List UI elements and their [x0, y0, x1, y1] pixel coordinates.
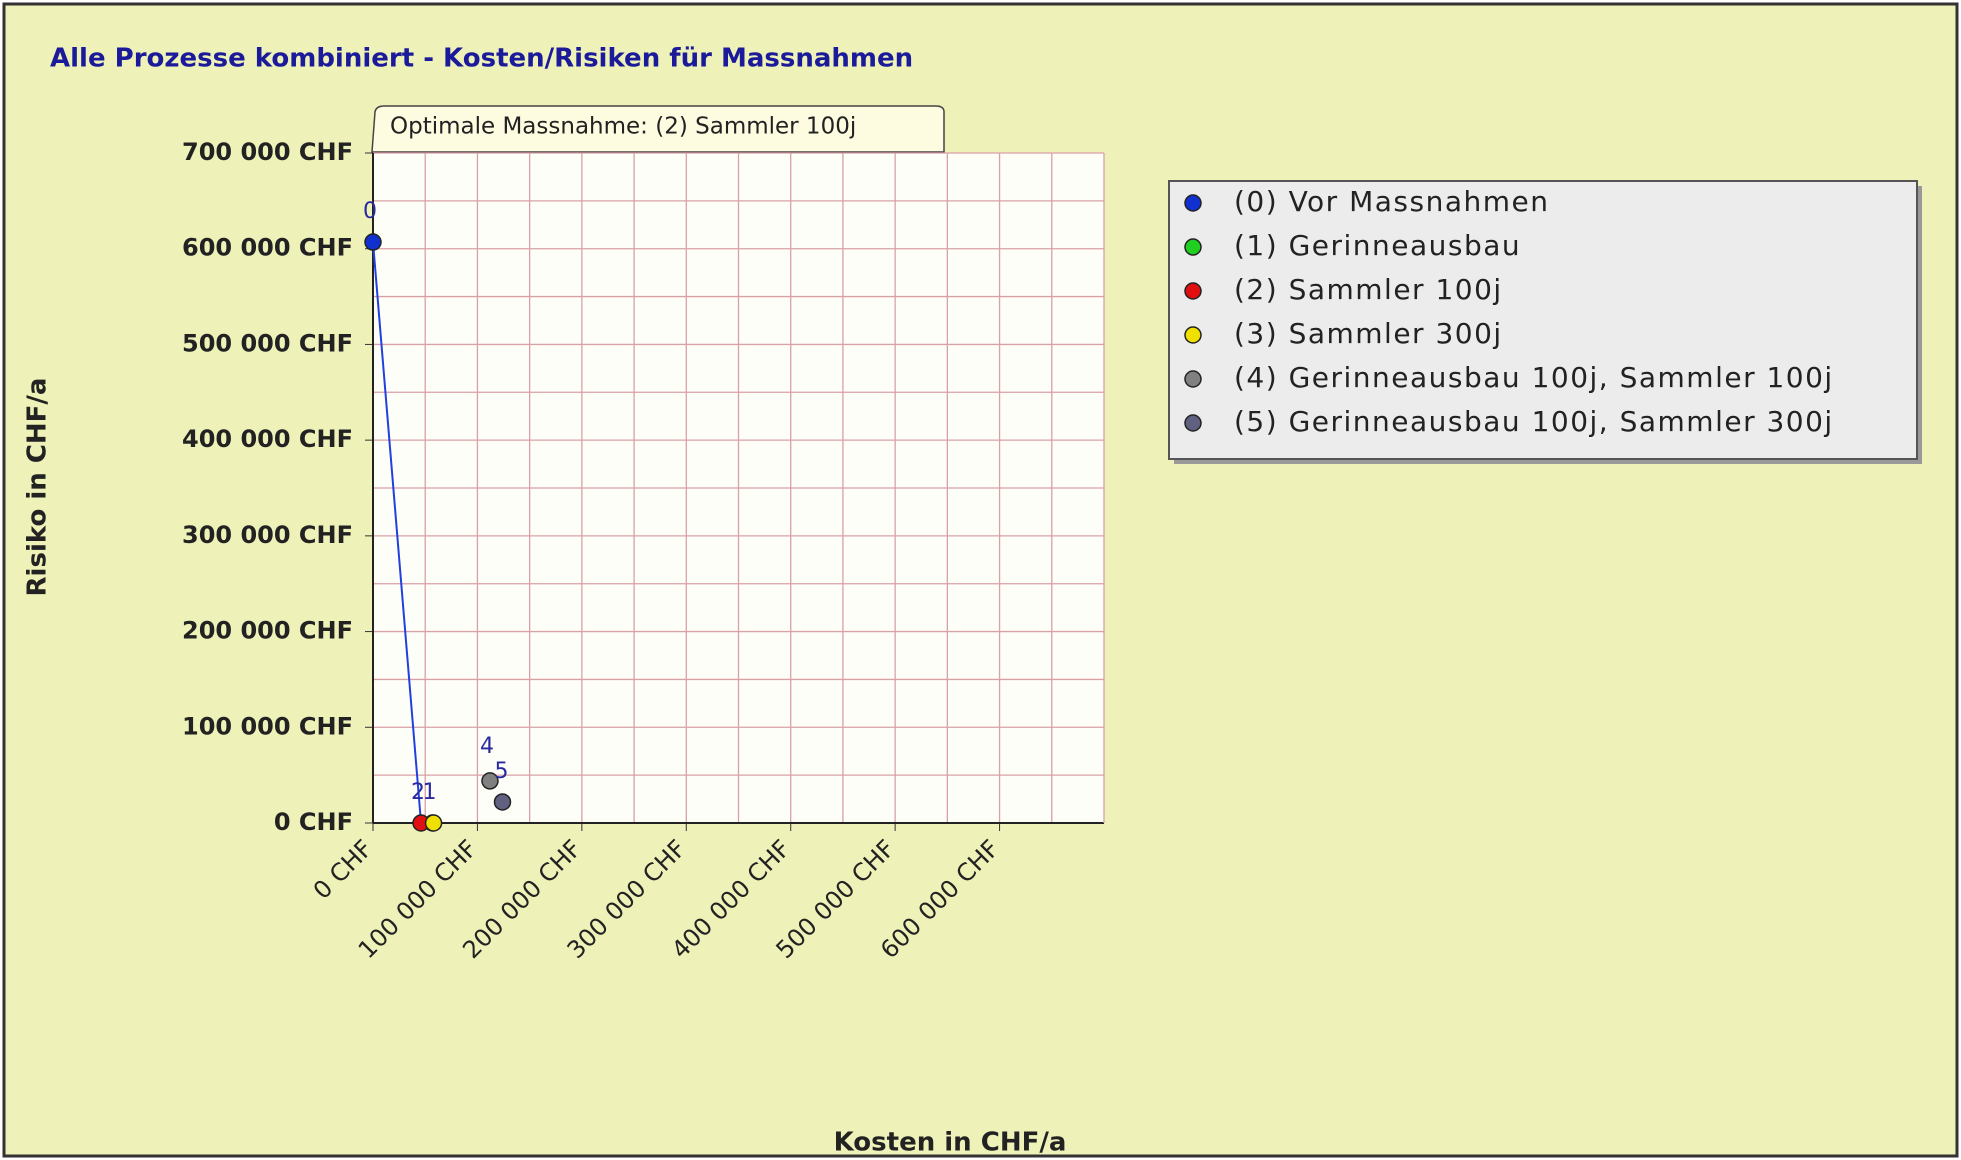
legend-marker — [1184, 370, 1202, 388]
y-tick-label: 300 000 CHF — [182, 521, 353, 549]
x-axis-label: Kosten in CHF/a — [834, 1128, 1067, 1158]
point — [481, 772, 499, 790]
y-tick-label: 100 000 CHF — [182, 712, 353, 740]
point — [364, 233, 382, 251]
point-label: 1 — [423, 780, 437, 805]
legend — [1168, 180, 1918, 460]
chart-title: Alle Prozesse kombiniert - Kosten/Risike… — [50, 44, 913, 74]
legend-marker — [1184, 414, 1202, 432]
frontier-line — [372, 241, 423, 824]
point — [424, 814, 443, 832]
y-tick-label: 700 000 CHF — [182, 138, 353, 166]
legend-label: (1) Gerinneausbau — [1234, 229, 1521, 262]
annotation-box — [371, 105, 945, 153]
point-label: 4 — [480, 734, 494, 759]
y-tick-label: 400 000 CHF — [182, 425, 353, 453]
legend-label: (3) Sammler 300j — [1234, 317, 1503, 350]
point — [493, 793, 512, 811]
legend-label: (2) Sammler 100j — [1234, 273, 1503, 306]
legend-label: (4) Gerinneausbau 100j, Sammler 100j — [1234, 361, 1834, 394]
y-tick-label: 500 000 CHF — [182, 329, 353, 357]
y-tick-label: 600 000 CHF — [182, 234, 353, 262]
point-label: 0 — [363, 199, 377, 224]
point-label: 2 — [411, 780, 425, 805]
annotation: Optimale Massnahme: (2) Sammler 100j — [390, 114, 856, 140]
legend-label: (5) Gerinneausbau 100j, Sammler 300j — [1234, 405, 1834, 438]
legend-marker — [1184, 194, 1202, 212]
legend-marker — [1184, 326, 1202, 344]
legend-marker — [1184, 238, 1202, 256]
legend-label: (0) Vor Massnahmen — [1234, 185, 1549, 218]
point-label: 5 — [494, 759, 508, 784]
y-tick-label: 200 000 CHF — [182, 617, 353, 645]
legend-marker — [1184, 282, 1202, 300]
y-axis-label: Risiko in CHF/a — [23, 378, 53, 597]
y-tick-label: 0 CHF — [274, 808, 353, 836]
